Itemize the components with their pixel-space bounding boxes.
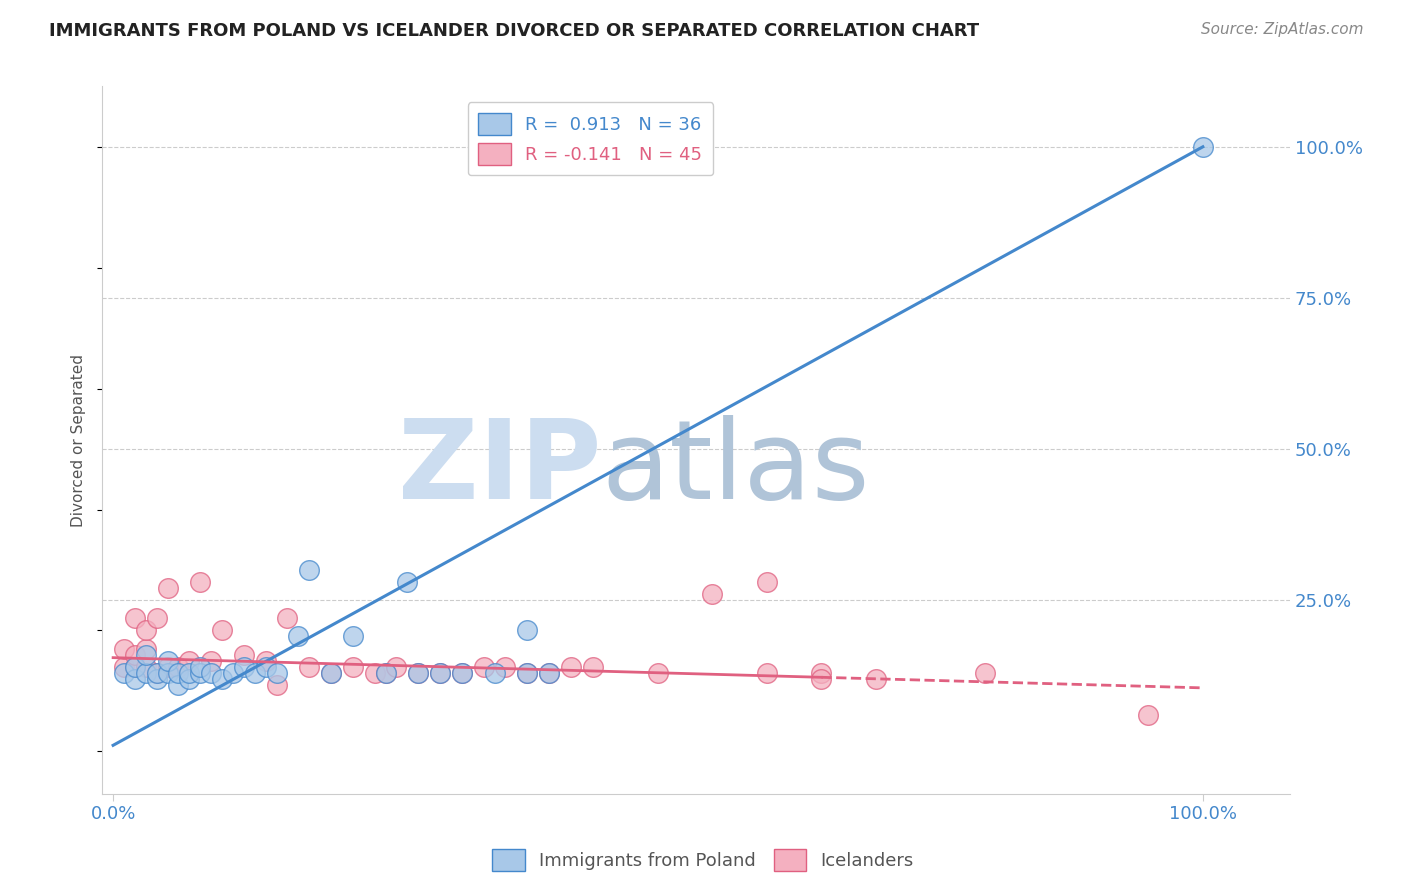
Point	[135, 648, 157, 662]
Point	[232, 659, 254, 673]
Point	[167, 665, 190, 680]
Point	[755, 665, 778, 680]
Point	[560, 659, 582, 673]
Point	[211, 672, 233, 686]
Point	[135, 641, 157, 656]
Point	[179, 672, 201, 686]
Point	[145, 672, 167, 686]
Point	[429, 665, 451, 680]
Text: ZIP: ZIP	[398, 415, 602, 522]
Point	[135, 624, 157, 638]
Point	[484, 665, 506, 680]
Point	[254, 659, 277, 673]
Point	[211, 624, 233, 638]
Point	[1137, 708, 1160, 723]
Point	[429, 665, 451, 680]
Point	[156, 665, 179, 680]
Point	[319, 665, 342, 680]
Point	[145, 665, 167, 680]
Point	[156, 659, 179, 673]
Point	[200, 654, 222, 668]
Point	[135, 665, 157, 680]
Point	[298, 659, 321, 673]
Point	[124, 659, 146, 673]
Point	[450, 665, 472, 680]
Point	[450, 665, 472, 680]
Legend: R =  0.913   N = 36, R = -0.141   N = 45: R = 0.913 N = 36, R = -0.141 N = 45	[468, 103, 713, 176]
Point	[254, 654, 277, 668]
Point	[342, 659, 364, 673]
Point	[145, 611, 167, 625]
Point	[188, 659, 211, 673]
Text: IMMIGRANTS FROM POLAND VS ICELANDER DIVORCED OR SEPARATED CORRELATION CHART: IMMIGRANTS FROM POLAND VS ICELANDER DIVO…	[49, 22, 980, 40]
Point	[156, 581, 179, 595]
Point	[232, 648, 254, 662]
Point	[298, 563, 321, 577]
Point	[516, 624, 538, 638]
Point	[287, 630, 309, 644]
Point	[112, 641, 135, 656]
Point	[1192, 140, 1215, 154]
Point	[188, 575, 211, 590]
Point	[973, 665, 995, 680]
Point	[188, 665, 211, 680]
Point	[112, 665, 135, 680]
Point	[647, 665, 669, 680]
Point	[494, 659, 516, 673]
Point	[342, 630, 364, 644]
Point	[755, 575, 778, 590]
Point	[472, 659, 495, 673]
Text: Source: ZipAtlas.com: Source: ZipAtlas.com	[1201, 22, 1364, 37]
Point	[124, 672, 146, 686]
Point	[363, 665, 385, 680]
Point	[112, 659, 135, 673]
Y-axis label: Divorced or Separated: Divorced or Separated	[72, 353, 86, 526]
Point	[374, 665, 396, 680]
Point	[396, 575, 419, 590]
Point	[179, 665, 201, 680]
Point	[702, 587, 724, 601]
Point	[406, 665, 429, 680]
Point	[156, 654, 179, 668]
Point	[266, 678, 288, 692]
Text: atlas: atlas	[602, 415, 869, 522]
Point	[167, 678, 190, 692]
Point	[537, 665, 560, 680]
Point	[200, 665, 222, 680]
Point	[406, 665, 429, 680]
Point	[810, 665, 832, 680]
Point	[179, 654, 201, 668]
Point	[222, 665, 245, 680]
Point	[319, 665, 342, 680]
Point	[865, 672, 887, 686]
Point	[516, 665, 538, 680]
Point	[810, 672, 832, 686]
Point	[124, 659, 146, 673]
Point	[266, 665, 288, 680]
Legend: Immigrants from Poland, Icelanders: Immigrants from Poland, Icelanders	[485, 842, 921, 879]
Point	[537, 665, 560, 680]
Point	[374, 665, 396, 680]
Point	[135, 659, 157, 673]
Point	[167, 659, 190, 673]
Point	[385, 659, 408, 673]
Point	[581, 659, 603, 673]
Point	[243, 665, 266, 680]
Point	[276, 611, 298, 625]
Point	[124, 648, 146, 662]
Point	[124, 611, 146, 625]
Point	[516, 665, 538, 680]
Point	[145, 665, 167, 680]
